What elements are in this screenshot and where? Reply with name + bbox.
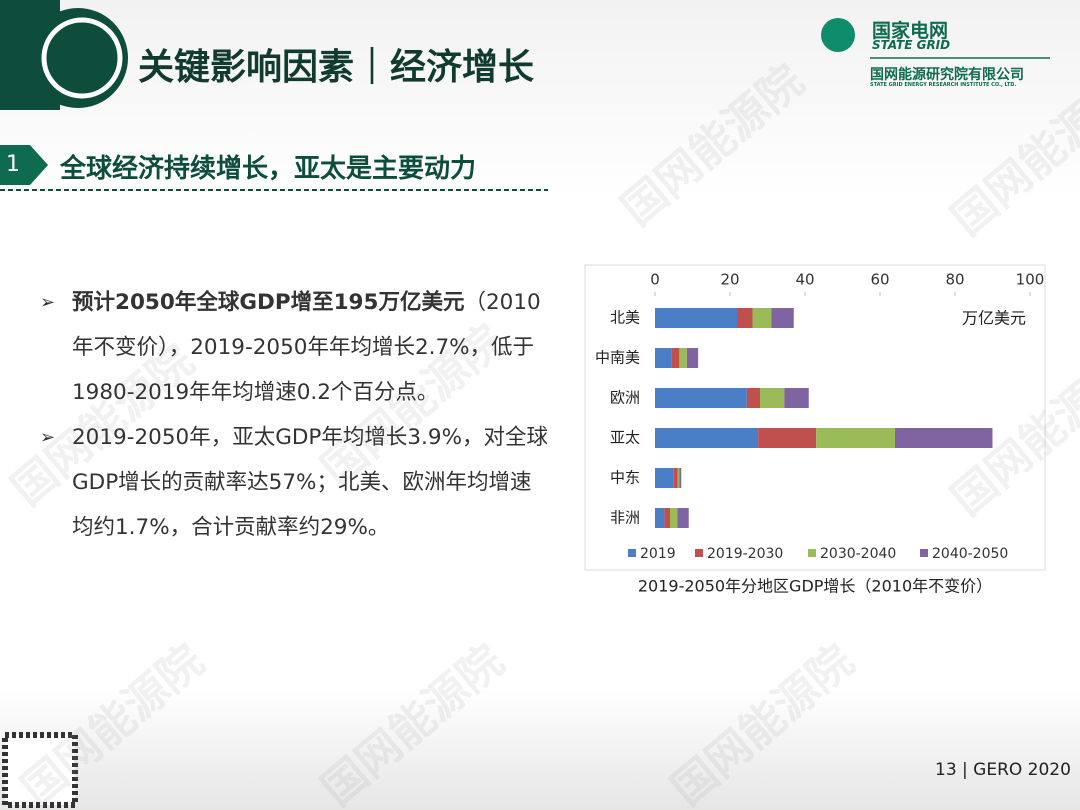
bar-segment	[816, 428, 895, 448]
bar-segment	[655, 508, 665, 528]
legend-swatch	[695, 549, 703, 557]
legend-label: 2040-2050	[932, 546, 1008, 562]
qr-code	[2, 732, 78, 808]
legend-label: 2030-2040	[820, 546, 896, 562]
bar-segment	[664, 508, 670, 528]
section-badge	[0, 145, 48, 185]
bar-segment	[677, 468, 680, 488]
logo-cn: 国家电网	[872, 20, 949, 42]
bar-segment	[677, 508, 689, 528]
y-tick-label: 中南美	[595, 349, 640, 367]
slide-title: 关键影响因素｜经济增长	[138, 47, 535, 88]
bar-segment	[746, 388, 760, 408]
bar-segment	[679, 348, 687, 368]
legend-swatch	[920, 549, 928, 557]
bar-segment	[655, 308, 738, 328]
bar-segment	[895, 428, 993, 448]
org-cn: 国网能源研究院有限公司	[870, 67, 1024, 83]
header-ring	[41, 17, 123, 99]
section-number: 1	[6, 152, 20, 177]
legend-swatch	[808, 549, 816, 557]
bar-segment	[737, 308, 753, 328]
page-number: 13 | GERO 2020	[935, 760, 1071, 780]
x-tick-label: 60	[870, 271, 889, 289]
legend-swatch	[628, 549, 636, 557]
bar-segment	[670, 508, 678, 528]
x-tick-label: 20	[720, 271, 739, 289]
bullet-bold: 预计2050年全球GDP增至195万亿美元	[72, 290, 465, 315]
x-tick-label: 80	[945, 271, 964, 289]
bar-segment	[784, 388, 809, 408]
bar-segment	[686, 348, 699, 368]
org-en: STATE GRID ENERGY RESEARCH INSTITUTE CO.…	[870, 82, 1017, 88]
legend-label: 2019	[640, 546, 676, 562]
y-tick-label: 欧洲	[610, 389, 640, 407]
bar-segment	[752, 308, 772, 328]
bar-segment	[673, 468, 678, 488]
bar-segment	[655, 388, 747, 408]
section-title: 全球经济持续增长，亚太是主要动力	[60, 154, 477, 184]
bullet-text: （2010年不变价），2019-2050年年均增长2.7%，低于1980-201…	[72, 290, 541, 405]
unit-label: 万亿美元	[962, 309, 1026, 328]
bar-segment	[758, 428, 817, 448]
bullet: 预计2050年全球GDP增至195万亿美元（2010年不变价），2019-205…	[40, 280, 550, 415]
y-tick-label: 北美	[610, 309, 640, 327]
y-tick-label: 中东	[610, 469, 640, 487]
bullet: 2019-2050年，亚太GDP年均增长3.9%，对全球GDP增长的贡献率达57…	[40, 415, 550, 550]
bar-segment	[671, 348, 680, 368]
logo-en: STATE GRID	[872, 38, 951, 52]
x-tick-label: 0	[650, 271, 660, 289]
chart-caption: 2019-2050年分地区GDP增长（2010年不变价）	[638, 577, 992, 596]
bar-segment	[655, 348, 672, 368]
bullet-list: 预计2050年全球GDP增至195万亿美元（2010年不变价），2019-205…	[40, 280, 550, 550]
y-tick-label: 亚太	[610, 429, 640, 447]
bar-segment	[760, 388, 785, 408]
logo-icon	[821, 18, 855, 52]
bar-segment	[655, 428, 759, 448]
bar-segment	[771, 308, 794, 328]
bar-segment	[679, 468, 682, 488]
x-tick-label: 100	[1016, 271, 1045, 289]
legend-label: 2019-2030	[707, 546, 783, 562]
y-tick-label: 非洲	[610, 509, 640, 527]
x-tick-label: 40	[795, 271, 814, 289]
bar-segment	[655, 468, 674, 488]
bullet-text: 2019-2050年，亚太GDP年均增长3.9%，对全球GDP增长的贡献率达57…	[72, 425, 548, 540]
